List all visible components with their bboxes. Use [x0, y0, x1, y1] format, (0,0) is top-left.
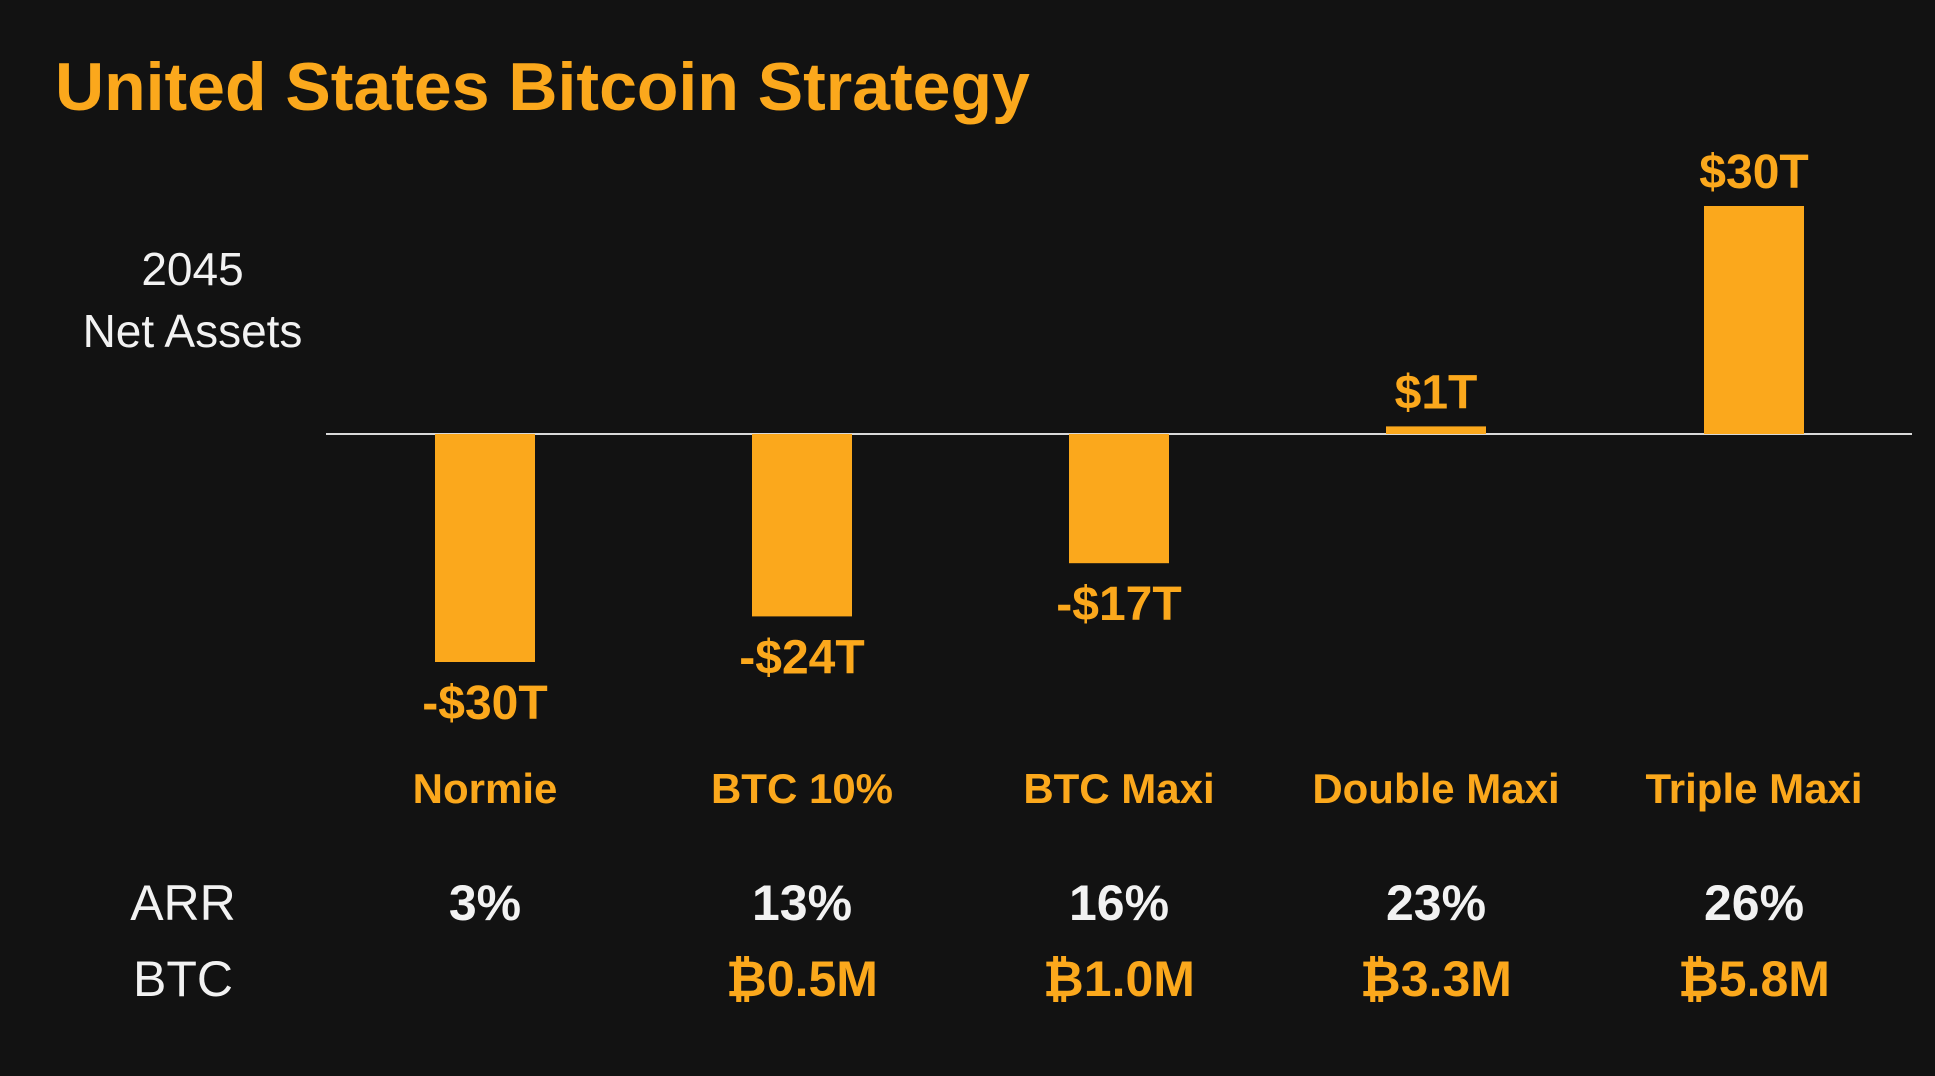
bar-value-label: $30T	[1699, 146, 1808, 199]
btc-value: ₿1.0M	[1043, 951, 1195, 1007]
bar-value-label: -$30T	[422, 677, 547, 730]
btc-value: ₿3.3M	[1360, 951, 1512, 1007]
bar-value-label: $1T	[1395, 366, 1478, 419]
btc-row-label: BTC	[133, 951, 233, 1007]
bar	[1704, 206, 1804, 434]
arr-value: 3%	[448, 875, 522, 931]
bar-value-label: -$17T	[1056, 578, 1181, 631]
y-axis-label-line-2: Net Assets	[82, 305, 303, 357]
bar	[435, 434, 535, 662]
bar-value-label: -$24T	[739, 631, 864, 684]
arr-row-label: ARR	[130, 875, 236, 931]
arr-value: 16%	[1068, 875, 1170, 931]
bar	[1386, 426, 1486, 434]
category-label: Normie	[413, 765, 558, 812]
category-label: Triple Maxi	[1645, 765, 1862, 812]
arr-value: 26%	[1703, 875, 1805, 931]
arr-value: 13%	[751, 875, 853, 931]
slide-title: United States Bitcoin Strategy	[55, 49, 1030, 125]
btc-value: ₿0.5M	[726, 951, 878, 1007]
btc-value: ₿5.8M	[1678, 951, 1830, 1007]
arr-value: 23%	[1385, 875, 1487, 931]
category-label: BTC 10%	[711, 765, 893, 812]
y-axis-label-line-1: 2045	[141, 243, 244, 295]
bar	[752, 434, 852, 617]
bar	[1069, 434, 1169, 564]
y-axis-label: 2045 Net Assets	[60, 238, 325, 362]
category-label: Double Maxi	[1312, 765, 1559, 812]
category-label: BTC Maxi	[1023, 765, 1214, 812]
